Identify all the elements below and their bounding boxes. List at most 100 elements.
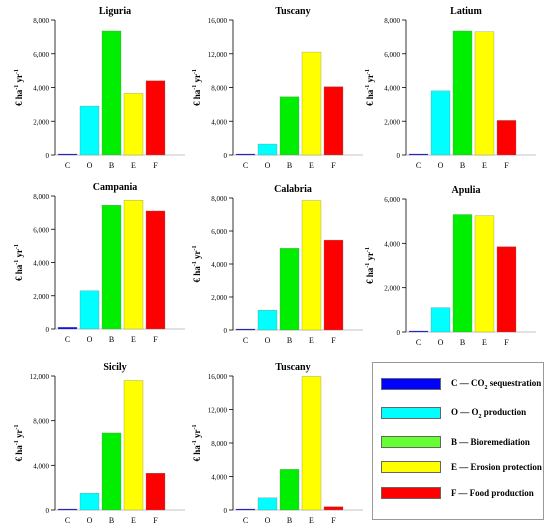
category-label: O — [87, 161, 93, 170]
y-tick-label: 16,000 — [208, 17, 228, 25]
chart-3: 0 2,000 4,000 6,000 8,000 Campania € ha-1 yr-1… — [14, 182, 185, 344]
legend-item-b: B — Bioremediation — [381, 435, 530, 449]
category-label: O — [87, 516, 93, 525]
category-label: C — [65, 516, 70, 525]
bar-e — [123, 200, 144, 330]
legend-swatch-f — [381, 487, 441, 499]
y-tick-label: 4,000 — [33, 462, 49, 470]
y-tick-label: 8,000 — [384, 17, 400, 25]
bar-e — [123, 380, 144, 511]
y-tick-label: 4,000 — [33, 260, 49, 268]
category-label: F — [153, 516, 158, 525]
category-label: C — [65, 161, 70, 170]
y-tick-label: 6,000 — [33, 226, 49, 234]
y-tick-label: 0 — [224, 327, 228, 335]
chart-title: Sicily — [103, 362, 126, 373]
category-label: F — [331, 161, 336, 170]
category-label: E — [482, 161, 487, 170]
bar-o — [430, 307, 451, 333]
y-tick-label: 8,000 — [33, 193, 49, 201]
bar-b — [101, 30, 122, 156]
legend-label-o: O — O2 production — [451, 406, 527, 420]
y-tick-label: 4,000 — [211, 474, 227, 482]
y-tick-label: 6,000 — [384, 51, 400, 59]
category-label: O — [265, 516, 271, 525]
category-label: O — [438, 161, 444, 170]
category-label: E — [482, 338, 487, 347]
y-tick-label: 2,000 — [384, 285, 400, 293]
legend-label-b: B — Bioremediation — [451, 437, 530, 447]
y-tick-label: 8,000 — [211, 440, 227, 448]
y-tick-label: 8,000 — [211, 195, 227, 203]
chart-title: Campania — [93, 182, 137, 193]
bar-e — [301, 200, 322, 331]
bar-b — [279, 469, 300, 511]
category-label: B — [460, 161, 465, 170]
y-tick-label: 0 — [397, 329, 401, 337]
bar-e — [301, 51, 322, 156]
chart-7: 0 4,000 8,000 12,000 16,000 Tuscany € ha-1 yr-… — [192, 362, 363, 525]
category-label: E — [131, 335, 136, 344]
bar-f — [496, 246, 517, 333]
y-tick-label: 6,000 — [33, 51, 49, 59]
category-label: F — [153, 335, 158, 344]
y-tick-label: 8,000 — [33, 17, 49, 25]
category-label: B — [287, 336, 292, 345]
bar-e — [301, 376, 322, 511]
bar-o — [257, 143, 278, 156]
bar-e — [474, 31, 495, 156]
bar-c — [57, 327, 78, 330]
bar-f — [323, 86, 344, 156]
chart-title: Latium — [450, 6, 482, 17]
category-label: B — [460, 338, 465, 347]
category-label: F — [504, 338, 509, 347]
bar-b — [279, 96, 300, 156]
y-tick-label: 0 — [397, 152, 401, 160]
chart-4: 0 2,000 4,000 6,000 8,000 Calabria € ha-1 yr-1… — [192, 184, 363, 345]
category-label: B — [287, 516, 292, 525]
y-tick-label: 4,000 — [211, 261, 227, 269]
bar-c — [235, 328, 256, 331]
legend-item-e: E — Erosion protection — [381, 460, 542, 474]
y-axis-label: € ha-1 yr-1 — [14, 69, 24, 106]
category-label: C — [243, 516, 248, 525]
y-axis-label: € ha-1 yr-1 — [14, 244, 24, 281]
bar-b — [101, 204, 122, 330]
y-tick-label: 12,000 — [208, 407, 228, 415]
bar-o — [79, 290, 100, 330]
y-tick-label: 4,000 — [384, 240, 400, 248]
bar-o — [79, 105, 100, 156]
category-label: O — [87, 335, 93, 344]
category-label: F — [331, 336, 336, 345]
category-label: E — [131, 161, 136, 170]
y-tick-label: 8,000 — [211, 85, 227, 93]
bar-f — [145, 472, 166, 511]
bar-b — [279, 248, 300, 331]
bar-e — [474, 215, 495, 333]
y-axis-label: € ha-1 yr-1 — [14, 424, 24, 461]
bar-o — [79, 493, 100, 511]
category-label: C — [243, 336, 248, 345]
legend-label-c: C — CO2 sequestration — [451, 377, 542, 391]
bar-f — [323, 506, 344, 511]
legend-label-f: F — Food production — [451, 488, 534, 498]
bar-c — [408, 330, 429, 333]
y-axis-label: € ha-1 yr-1 — [192, 69, 202, 106]
y-tick-label: 0 — [224, 152, 228, 160]
legend-swatch-o — [381, 407, 441, 419]
category-label: C — [416, 161, 421, 170]
y-tick-label: 2,000 — [33, 118, 49, 126]
bar-b — [452, 30, 473, 156]
bar-o — [257, 497, 278, 511]
y-tick-label: 2,000 — [211, 294, 227, 302]
category-label: B — [287, 161, 292, 170]
category-label: O — [265, 161, 271, 170]
category-label: C — [416, 338, 421, 347]
chart-5: 0 2,000 4,000 6,000 Apulia € ha-1 yr-1 C O B E F — [365, 185, 536, 347]
category-label: E — [309, 161, 314, 170]
y-axis-label: € ha-1 yr-1 — [192, 424, 202, 461]
legend-swatch-c — [381, 378, 441, 390]
legend-item-f: F — Food production — [381, 486, 534, 500]
legend-label-e: E — Erosion protection — [451, 462, 542, 472]
